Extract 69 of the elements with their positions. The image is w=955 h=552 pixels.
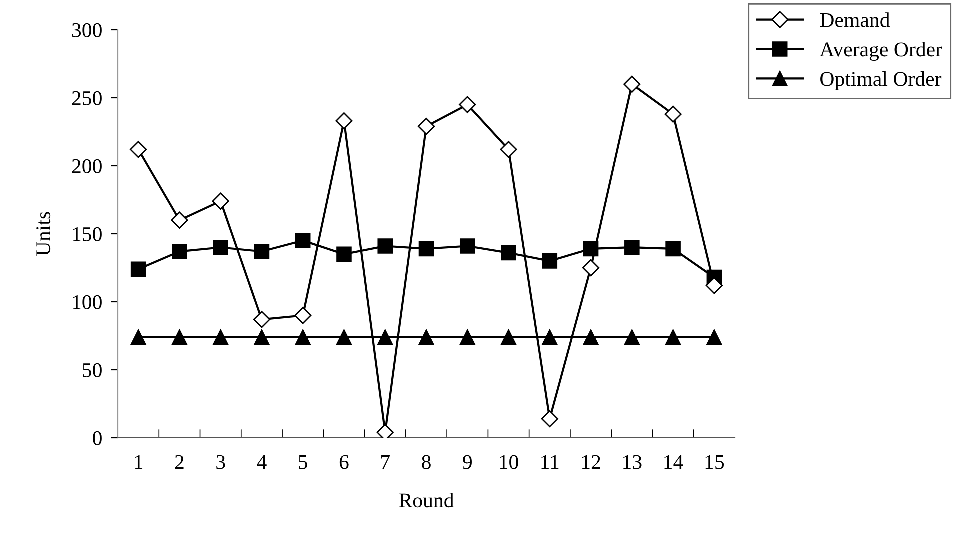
point [459, 96, 476, 114]
x-tick-label: 3 [216, 455, 226, 470]
y-tick-label: 100 [73, 295, 102, 310]
point [254, 244, 270, 260]
x-tick-label: 1 [135, 455, 143, 470]
y-tick-label: 50 [83, 363, 102, 378]
x-tick-label: 12 [582, 455, 600, 470]
point [213, 240, 228, 256]
point [583, 330, 599, 345]
point [542, 330, 558, 345]
legend-label: Optimal Order [820, 72, 942, 90]
point [418, 330, 434, 345]
y-tick-label: 0 [93, 431, 102, 446]
legend-label: Average Order [820, 42, 942, 62]
point [624, 240, 640, 256]
point [666, 330, 681, 345]
x-tick-label: 14 [664, 455, 684, 470]
x-tick-label: 9 [463, 455, 472, 470]
x-axis-title: Round [399, 493, 454, 508]
point [253, 311, 271, 328]
point [171, 212, 188, 229]
point [172, 330, 188, 345]
point [460, 330, 476, 345]
x-tick-label: 10 [500, 455, 518, 470]
point [501, 245, 516, 261]
y-tick-label: 150 [73, 227, 102, 242]
point [666, 241, 681, 257]
point [624, 76, 641, 93]
x-tick-label: 2 [175, 455, 184, 470]
point [542, 254, 558, 269]
x-tick-label: 7 [382, 455, 390, 470]
point [418, 118, 436, 136]
legend-label: Demand [820, 12, 890, 28]
point [295, 233, 311, 248]
point [706, 277, 723, 294]
x-tick-label: 11 [542, 455, 559, 470]
y-tick-label: 200 [72, 159, 102, 174]
point [500, 141, 518, 158]
point [172, 244, 188, 260]
y-axis-title: Units [36, 212, 51, 256]
point [541, 410, 558, 428]
point [336, 112, 353, 130]
point [130, 262, 146, 277]
x-tick-label: 13 [624, 455, 642, 470]
point [378, 330, 394, 345]
x-tick-label: 5 [299, 455, 308, 470]
point [295, 330, 311, 345]
x-tick-label: 4 [257, 455, 267, 470]
point [706, 330, 722, 345]
point [130, 141, 148, 158]
point [460, 238, 476, 254]
point [336, 330, 352, 345]
point [212, 192, 230, 210]
x-tick-label: 6 [340, 455, 349, 470]
x-tick-label: 15 [706, 455, 724, 470]
point [294, 307, 312, 324]
point [664, 106, 682, 123]
point [624, 330, 640, 345]
point [582, 259, 600, 277]
point [213, 330, 228, 345]
point [254, 330, 270, 345]
y-tick-label: 250 [72, 91, 102, 106]
point [501, 330, 516, 345]
point [336, 246, 352, 262]
x-tick-label: 8 [422, 455, 431, 470]
y-tick-label: 300 [72, 23, 102, 38]
point [130, 330, 146, 345]
point [418, 241, 434, 257]
point [378, 238, 394, 254]
